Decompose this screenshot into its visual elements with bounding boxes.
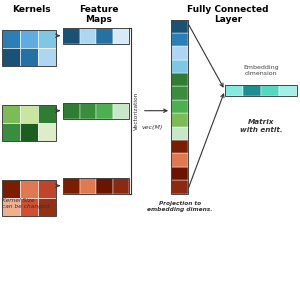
Bar <box>171 46 188 60</box>
Text: Matrix
with entit.: Matrix with entit. <box>240 119 282 133</box>
Bar <box>243 85 261 96</box>
Bar <box>63 178 80 194</box>
Bar <box>20 198 38 216</box>
Bar <box>112 28 129 44</box>
Bar <box>2 198 20 216</box>
Bar <box>171 127 188 140</box>
Bar <box>2 123 20 141</box>
Bar <box>80 103 96 118</box>
Bar <box>38 105 56 123</box>
Bar <box>171 153 188 167</box>
Bar <box>63 178 129 194</box>
Bar <box>80 28 96 44</box>
Text: Kernels: Kernels <box>12 4 51 14</box>
Text: Embedding
dimension: Embedding dimension <box>243 65 279 76</box>
Text: Fully Connected
Layer: Fully Connected Layer <box>187 4 269 24</box>
Bar <box>225 85 243 96</box>
Bar <box>171 60 188 73</box>
Bar <box>225 85 297 96</box>
Bar <box>171 180 188 194</box>
Bar <box>2 30 20 48</box>
Bar <box>112 103 129 118</box>
Bar <box>96 178 112 194</box>
Text: vec(M): vec(M) <box>142 125 163 130</box>
Bar <box>171 86 188 100</box>
Bar <box>171 167 188 180</box>
Bar <box>96 103 112 118</box>
Bar <box>63 28 129 44</box>
Bar <box>80 178 96 194</box>
Bar <box>96 28 112 44</box>
Bar <box>38 48 56 66</box>
Bar <box>171 140 188 153</box>
Text: Vectorization: Vectorization <box>134 92 139 130</box>
Bar <box>171 100 188 113</box>
Bar <box>38 198 56 216</box>
Bar <box>261 85 279 96</box>
Bar <box>2 180 20 198</box>
Bar <box>20 48 38 66</box>
Bar <box>38 30 56 48</box>
Bar <box>171 33 188 46</box>
Bar <box>63 28 80 44</box>
Text: Feature
Maps: Feature Maps <box>79 4 119 24</box>
Bar <box>2 48 20 66</box>
Bar <box>63 103 80 118</box>
Text: Projection to
embedding dimens.: Projection to embedding dimens. <box>147 201 213 212</box>
Bar <box>20 180 38 198</box>
Bar <box>2 180 56 216</box>
Bar <box>171 113 188 127</box>
Bar <box>38 180 56 198</box>
Bar <box>171 20 188 33</box>
Bar <box>112 178 129 194</box>
Bar <box>63 103 129 118</box>
Text: Kernel Size
can be changed.: Kernel Size can be changed. <box>2 198 51 209</box>
Bar <box>171 20 188 194</box>
Bar <box>20 30 38 48</box>
Bar <box>20 105 38 123</box>
Bar <box>2 105 56 141</box>
Bar <box>2 30 56 66</box>
Bar <box>38 123 56 141</box>
Bar <box>20 123 38 141</box>
Bar <box>171 73 188 86</box>
Bar <box>2 105 20 123</box>
Bar <box>279 85 297 96</box>
